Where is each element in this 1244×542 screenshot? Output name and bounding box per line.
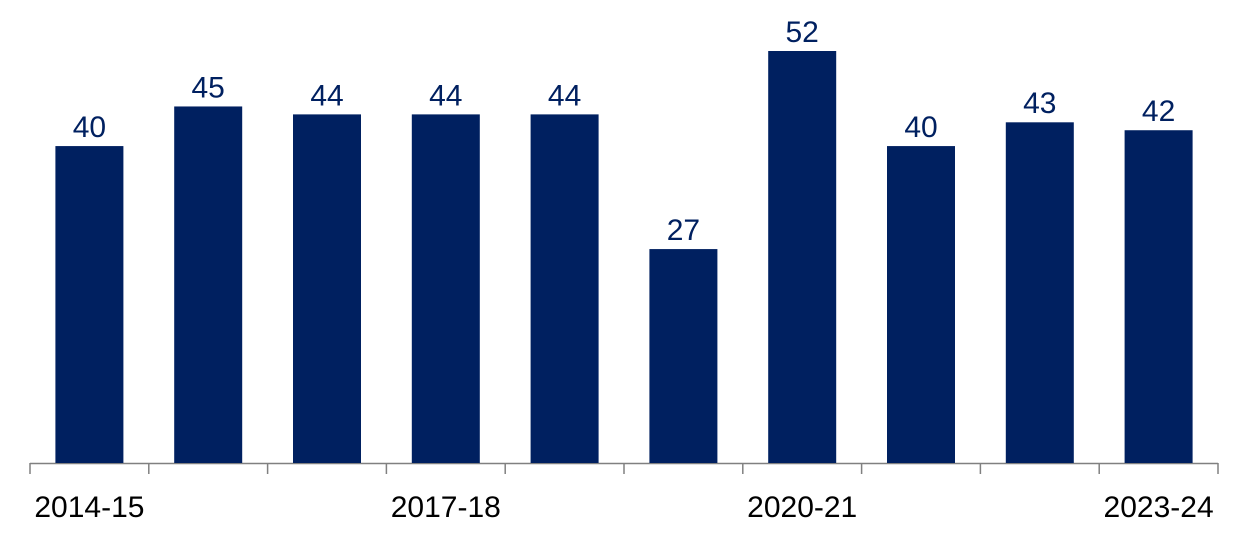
value-label: 40 [904, 111, 937, 144]
x-tick-label: 2017-18 [391, 491, 501, 524]
bar [55, 146, 124, 464]
bar [649, 249, 718, 463]
x-tick-label: 2014-15 [34, 491, 144, 524]
x-tick-label: 2023-24 [1104, 491, 1214, 524]
value-label: 44 [548, 79, 581, 112]
bar [411, 114, 480, 463]
value-label: 44 [429, 79, 462, 112]
bar [1124, 130, 1193, 463]
value-label: 27 [667, 214, 700, 247]
bar [887, 146, 955, 464]
bar [530, 114, 599, 463]
value-label: 43 [1023, 87, 1056, 120]
value-label: 44 [310, 79, 343, 112]
value-label: 45 [192, 71, 225, 104]
value-label: 52 [786, 16, 819, 49]
bar [1005, 122, 1074, 464]
value-label: 42 [1142, 95, 1175, 128]
bar [174, 106, 243, 463]
value-label: 40 [73, 111, 106, 144]
x-tick-label: 2020-21 [747, 491, 857, 524]
bar [293, 114, 361, 463]
bar [768, 51, 837, 463]
